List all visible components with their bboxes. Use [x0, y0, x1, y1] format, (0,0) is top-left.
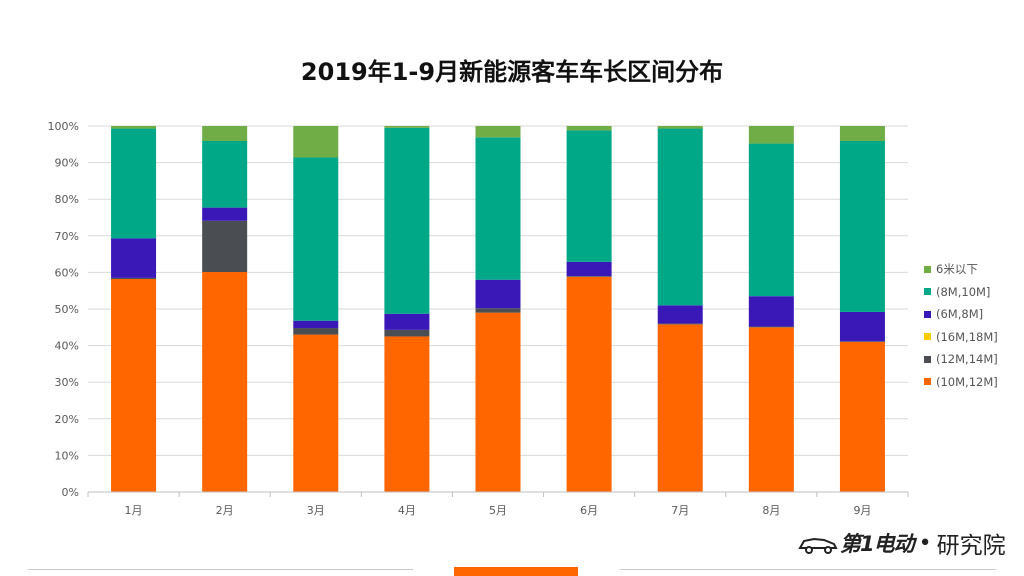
x-tick-label: 3月	[307, 504, 325, 517]
bar-segment	[566, 130, 612, 262]
footer-divider-right	[620, 569, 996, 570]
bar-segment	[566, 126, 612, 131]
bar-segment	[384, 336, 430, 492]
legend-item: (12M,14M]	[924, 348, 998, 371]
legend-swatch	[924, 310, 931, 318]
legend-label: (16M,18M]	[936, 329, 998, 344]
y-tick-label: 50%	[55, 303, 79, 316]
x-tick-label: 9月	[853, 504, 871, 517]
bar-segment	[293, 328, 339, 335]
y-tick-label: 0%	[62, 486, 79, 499]
brand-logo: 第1电动 • 研究院	[798, 525, 1006, 561]
y-tick-label: 40%	[55, 340, 79, 353]
x-tick-label: 1月	[125, 504, 143, 517]
bar-segment	[384, 313, 430, 330]
bar-segment	[657, 128, 703, 306]
legend-label: (8M,10M]	[936, 284, 991, 299]
bar-segment	[202, 141, 248, 208]
bar-segment	[657, 323, 703, 325]
y-tick-label: 90%	[55, 157, 79, 170]
bar-segment	[202, 272, 248, 492]
bar-segment	[475, 312, 521, 492]
bar-segment	[202, 207, 248, 221]
y-tick-label: 20%	[55, 413, 79, 426]
bar-segment	[566, 276, 612, 492]
bar-segment	[293, 126, 339, 158]
legend-label: (6M,8M]	[936, 307, 984, 322]
bar-segment	[111, 126, 157, 129]
bar-segment	[111, 278, 157, 492]
bar-segment	[384, 126, 430, 128]
x-tick-label: 7月	[671, 504, 689, 517]
legend-item: 6米以下	[924, 258, 998, 281]
brand-separator: •	[918, 530, 932, 556]
x-tick-label: 8月	[762, 504, 780, 517]
legend-item: (6M,8M]	[924, 303, 998, 326]
legend-label: (10M,12M]	[936, 374, 998, 389]
legend-swatch	[924, 355, 931, 363]
bar-segment	[202, 220, 248, 273]
legend-item: (10M,12M]	[924, 371, 998, 394]
legend-label: (12M,14M]	[936, 352, 998, 367]
bar-segment	[748, 126, 794, 144]
car-logo-icon	[798, 537, 838, 554]
legend-swatch	[924, 265, 931, 273]
x-tick-label: 6月	[580, 504, 598, 517]
bar-segment	[657, 324, 703, 492]
bar-segment	[384, 329, 430, 337]
bar-segment	[839, 341, 885, 342]
bar-segment	[384, 127, 430, 314]
bar-segment	[748, 327, 794, 492]
bar-segment	[657, 126, 703, 129]
chart-title: 2019年1-9月新能源客车车长区间分布	[300, 58, 724, 86]
axes: 0% 10% 20% 30% 40% 50% 60% 70% 80% 90% 100% 1月 2月 3月 4…	[48, 120, 909, 517]
y-tick-label: 70%	[55, 230, 79, 243]
bar-segment	[293, 334, 339, 492]
legend-label: 6米以下	[936, 262, 978, 277]
chart-legend: 6米以下 (8M,10M] (6M,8M] (16M,18M] (12M,14M] (10…	[924, 258, 998, 393]
legend-swatch	[924, 333, 931, 341]
footer-accent-bar	[454, 567, 578, 576]
bar-segment	[475, 308, 521, 313]
brand-name: 第1电动	[840, 532, 915, 556]
bar-segment	[566, 276, 612, 277]
bar-segment	[293, 157, 339, 321]
x-tick-label: 2月	[216, 504, 234, 517]
legend-swatch	[924, 288, 931, 296]
y-tick-label: 30%	[55, 376, 79, 389]
bar-segment	[111, 128, 157, 239]
bar-segment	[293, 320, 339, 329]
legend-swatch	[924, 378, 931, 386]
bar-segment	[839, 311, 885, 342]
y-tick-label: 100%	[48, 120, 79, 133]
bar-segment	[839, 126, 885, 142]
bar-segment	[475, 279, 521, 309]
bar-segment	[111, 238, 157, 278]
bar-series	[111, 126, 885, 492]
bar-segment	[748, 296, 794, 327]
bar-segment	[566, 261, 612, 277]
y-tick-label: 60%	[55, 266, 79, 279]
bar-segment	[111, 277, 157, 279]
legend-item: (16M,18M]	[924, 326, 998, 349]
y-tick-label: 10%	[55, 449, 79, 462]
footer-divider-left	[28, 569, 413, 570]
bar-segment	[748, 143, 794, 297]
bar-segment	[748, 326, 794, 328]
legend-item: (8M,10M]	[924, 281, 998, 304]
bar-segment	[657, 305, 703, 324]
x-tick-label: 4月	[398, 504, 416, 517]
bar-segment	[475, 126, 521, 138]
brand-suffix: 研究院	[936, 533, 1006, 559]
bar-segment	[839, 341, 885, 492]
bar-segment	[475, 137, 521, 280]
bar-segment	[202, 126, 248, 142]
y-tick-label: 80%	[55, 193, 79, 206]
bar-segment	[839, 141, 885, 312]
x-tick-label: 5月	[489, 504, 507, 517]
